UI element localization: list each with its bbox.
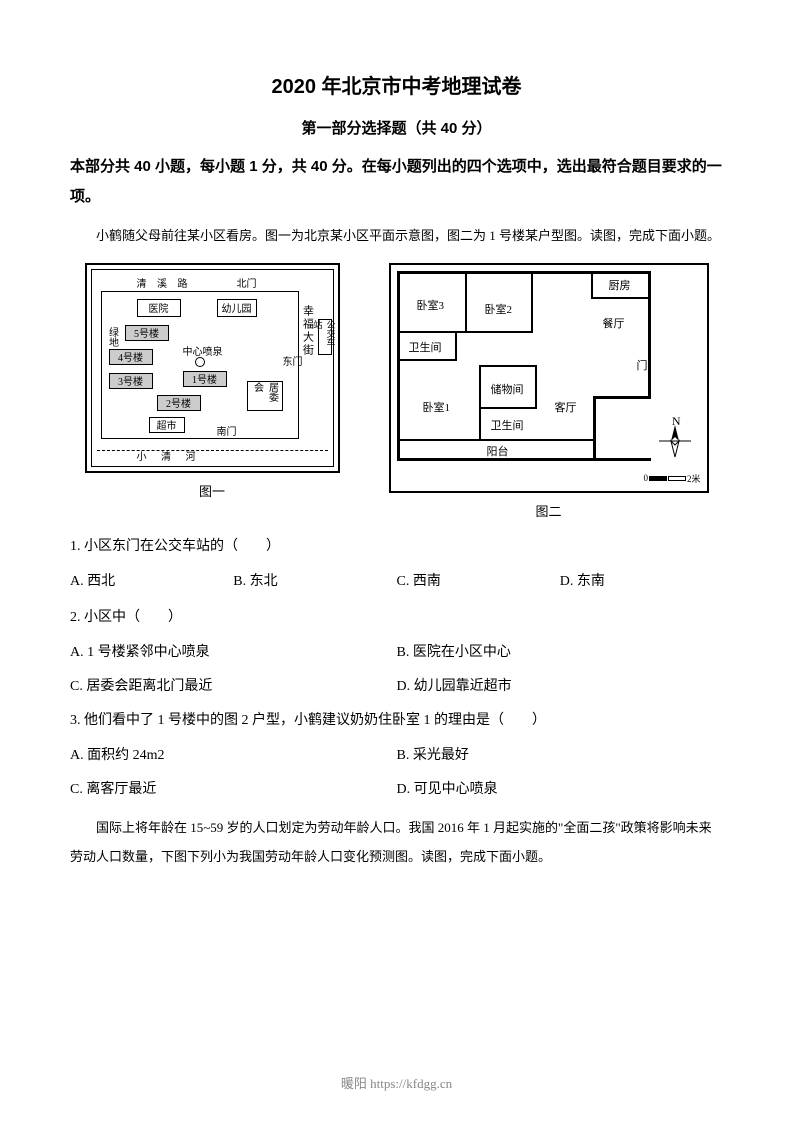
q1-option-b: B. 东北 bbox=[233, 565, 396, 599]
building1-box: 1号楼 bbox=[183, 371, 227, 387]
floorplan-diagram: 厨房 卧室3 卧室2 餐厅 卫生间 门 卧室1 储物间 bbox=[389, 263, 709, 493]
road-top-label: 清 溪 路 bbox=[137, 275, 192, 290]
gate-north-label: 北门 bbox=[237, 275, 257, 290]
q1-option-d: D. 东南 bbox=[560, 565, 723, 599]
question-2-options: A. 1 号楼紧邻中心喷泉 B. 医院在小区中心 C. 居委会距离北门最近 D.… bbox=[70, 636, 723, 703]
kindergarten-box: 幼儿园 bbox=[217, 299, 257, 317]
bath-upper-label: 卫生间 bbox=[409, 339, 442, 355]
gate-south-label: 南门 bbox=[217, 423, 237, 438]
page-title: 2020 年北京市中考地理试卷 bbox=[70, 70, 723, 99]
bedroom2-label: 卧室2 bbox=[485, 301, 513, 317]
building2-box: 2号楼 bbox=[157, 395, 201, 411]
bedroom3-label: 卧室3 bbox=[417, 297, 445, 313]
scale-2: 2米 bbox=[687, 472, 701, 485]
q2-option-d: D. 幼儿园靠近超市 bbox=[397, 670, 724, 704]
q3-option-d: D. 可见中心喷泉 bbox=[397, 773, 724, 807]
storage-label: 储物间 bbox=[491, 381, 524, 397]
q2-option-c: C. 居委会距离北门最近 bbox=[70, 670, 397, 704]
market-box: 超市 bbox=[149, 417, 185, 433]
q3-option-c: C. 离客厅最近 bbox=[70, 773, 397, 807]
bus-station-box: 公交车站 bbox=[318, 319, 332, 355]
scale-bar: 0 2米 bbox=[643, 472, 700, 485]
q2-option-b: B. 医院在小区中心 bbox=[397, 636, 724, 670]
building3-box: 3号楼 bbox=[109, 373, 153, 389]
bedroom1-label: 卧室1 bbox=[423, 399, 451, 415]
hospital-box: 医院 bbox=[137, 299, 181, 317]
q1-option-a: A. 西北 bbox=[70, 565, 233, 599]
question-3: 3. 他们看中了 1 号楼中的图 2 户型，小鹤建议奶奶住卧室 1 的理由是（ … bbox=[70, 704, 723, 738]
compass-icon bbox=[657, 423, 693, 459]
figure-2-caption: 图二 bbox=[535, 501, 561, 520]
section-subtitle: 第一部分选择题（共 40 分） bbox=[70, 117, 723, 138]
committee-box: 居委会 bbox=[247, 381, 283, 411]
green-label: 绿地 bbox=[105, 327, 120, 347]
instructions-text: 本部分共 40 小题，每小题 1 分，共 40 分。在每小题列出的四个选项中，选… bbox=[70, 152, 723, 212]
passage-1: 小鹤随父母前往某小区看房。图一为北京某小区平面示意图，图二为 1 号楼某户型图。… bbox=[70, 222, 723, 251]
scale-0: 0 bbox=[643, 473, 648, 483]
question-1-options: A. 西北 B. 东北 C. 西南 D. 东南 bbox=[70, 565, 723, 599]
dining-label: 餐厅 bbox=[603, 315, 625, 331]
q3-option-b: B. 采光最好 bbox=[397, 739, 724, 773]
living-label: 客厅 bbox=[555, 399, 577, 415]
building5-box: 5号楼 bbox=[125, 325, 169, 341]
kitchen-label: 厨房 bbox=[609, 277, 631, 293]
q1-option-c: C. 西南 bbox=[397, 565, 560, 599]
fountain-label: 中心喷泉 bbox=[183, 343, 223, 358]
passage-2: 国际上将年龄在 15~59 岁的人口划定为劳动年龄人口。我国 2016 年 1 … bbox=[70, 814, 723, 871]
building4-box: 4号楼 bbox=[109, 349, 153, 365]
door-label: 门 bbox=[637, 357, 648, 373]
q3-option-a: A. 面积约 24m2 bbox=[70, 739, 397, 773]
map-diagram: 清 溪 路 北门 医院 幼儿园 5号楼 绿地 4号楼 3号楼 中心喷泉 1号楼 … bbox=[85, 263, 340, 473]
page-footer: 暖阳 https://kfdgg.cn bbox=[0, 1073, 793, 1092]
balcony-label: 阳台 bbox=[487, 443, 509, 459]
figures-row: 清 溪 路 北门 医院 幼儿园 5号楼 绿地 4号楼 3号楼 中心喷泉 1号楼 … bbox=[70, 263, 723, 520]
q2-option-a: A. 1 号楼紧邻中心喷泉 bbox=[70, 636, 397, 670]
question-2: 2. 小区中（ ） bbox=[70, 601, 723, 635]
figure-1-caption: 图一 bbox=[199, 481, 225, 500]
bath-lower-label: 卫生间 bbox=[491, 417, 524, 433]
question-3-options: A. 面积约 24m2 B. 采光最好 C. 离客厅最近 D. 可见中心喷泉 bbox=[70, 739, 723, 806]
figure-2-block: 厨房 卧室3 卧室2 餐厅 卫生间 门 卧室1 储物间 bbox=[389, 263, 709, 520]
question-1: 1. 小区东门在公交车站的（ ） bbox=[70, 530, 723, 564]
figure-1-block: 清 溪 路 北门 医院 幼儿园 5号楼 绿地 4号楼 3号楼 中心喷泉 1号楼 … bbox=[85, 263, 340, 500]
